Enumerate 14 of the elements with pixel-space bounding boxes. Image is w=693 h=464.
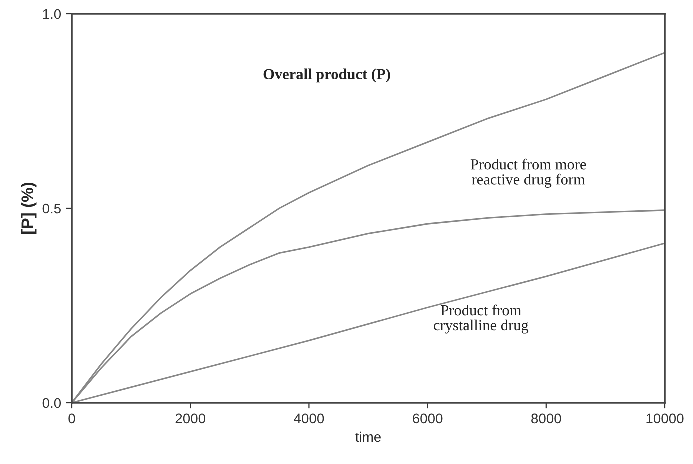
x-tick-label: 4000 bbox=[294, 414, 324, 424]
x-tick-label: 10000 bbox=[646, 414, 684, 424]
y-tick-label: 0.0 bbox=[42, 398, 62, 408]
x-tick-label: 8000 bbox=[532, 414, 562, 424]
y-axis-title: [P] (%) bbox=[21, 182, 37, 234]
x-tick-label: 2000 bbox=[176, 414, 206, 424]
y-tick-label: 1.0 bbox=[43, 9, 62, 20]
x-tick-label: 0 bbox=[68, 414, 76, 424]
text: Overall product (P) bbox=[264, 68, 390, 83]
x-axis-title: time bbox=[356, 432, 382, 442]
series-label: Product from crystalline drug bbox=[434, 304, 529, 334]
x-tick-label: 6000 bbox=[413, 414, 443, 424]
y-tick-label: 0.5 bbox=[42, 204, 62, 214]
series-label: Product from more reactive drug form bbox=[470, 158, 586, 188]
